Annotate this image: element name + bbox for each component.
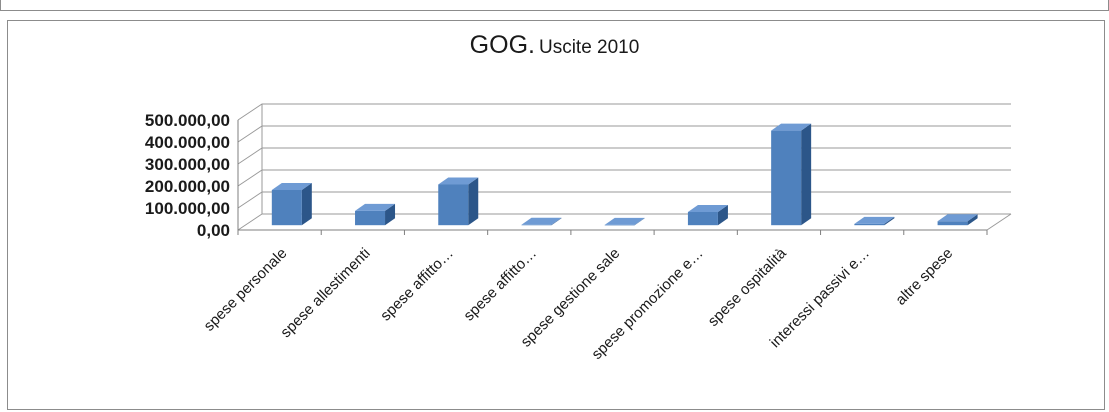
bar-side [634,217,645,226]
gridline [237,125,1011,143]
bar-top [854,216,895,224]
bar-front [355,210,386,226]
bar-side [468,177,479,226]
x-tick-label: altre spese [892,245,956,309]
bar-top [438,177,479,185]
bar [854,216,895,226]
bar-front [271,190,302,226]
bar-front [521,224,552,226]
bar-side [717,205,728,226]
bar-side [385,203,396,226]
bar [271,183,312,226]
y-tick-label: 200.000,00 [145,177,230,196]
bar-front [854,223,885,226]
bar [687,205,728,226]
bar [604,217,645,226]
gridline [237,191,1011,209]
bar-front [937,221,968,226]
bar-top [937,214,978,222]
bar-top [687,205,728,212]
gridline [237,103,1011,121]
bar [771,123,812,226]
bar-front [687,212,718,226]
bar [521,217,562,226]
bar-side [301,183,312,226]
grid-layer [237,103,1012,235]
x-tick-label: spese ospitalità [705,244,791,330]
bar [438,177,479,226]
bar-side [801,123,812,226]
bar-front [438,184,469,226]
y-tick-label: 100.000,00 [145,199,230,218]
bar-front [771,130,802,226]
y-axis-tick-labels: 0,00 100.000,00 200.000,00 300.000,00 400.00… [145,111,230,240]
bar-side [884,216,895,226]
chart-title-main: GOG. [469,31,535,59]
bars [271,123,978,226]
bar-top [604,217,645,225]
y-tick-label: 300.000,00 [145,155,230,174]
chart-title: GOG. Uscite 2010 [0,31,1109,60]
bar-top [521,217,562,225]
x-tick-label: spese allestimenti [277,245,373,341]
bar [937,214,978,226]
x-tick-label: spese personale [201,245,291,335]
floor-right-edge [986,213,1012,231]
bar-top [271,183,312,190]
x-tick-label: spese affitto… [460,245,540,325]
bar [355,203,396,226]
bar-front [604,224,635,226]
bar-side [551,217,562,226]
chart-frame [7,20,1105,410]
gridline [237,147,1011,165]
bar-top [355,203,396,211]
gridline [237,169,1011,187]
x-tick-label: spese affitto… [377,245,457,325]
y-tick-label: 400.000,00 [145,133,230,152]
chart-subtitle: Uscite 2010 [538,37,640,58]
bar-side [967,214,978,226]
bar-top [771,123,812,131]
y-tick-label: 0,00 [197,221,230,240]
y-tick-label: 500.000,00 [145,111,230,130]
